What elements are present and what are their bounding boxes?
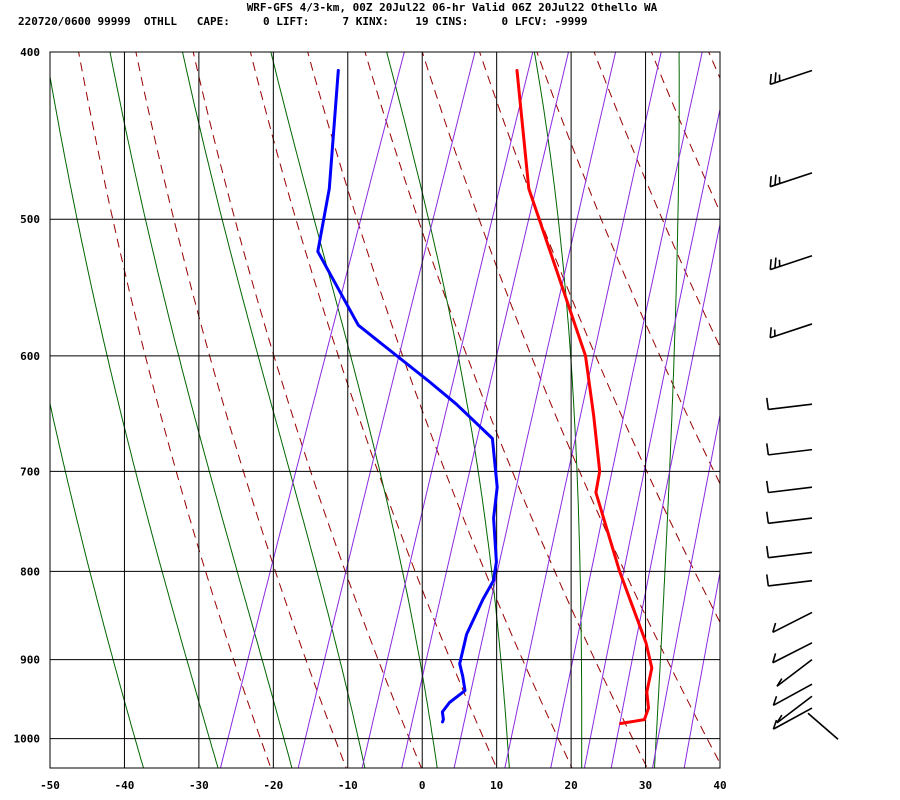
dewpoint-profile-line (316, 69, 499, 724)
chart-title: WRF-GFS 4/3-km, 00Z 20Jul22 06-hr Valid … (247, 1, 658, 14)
moist-adiabat (50, 73, 219, 768)
wind-barb (772, 707, 813, 730)
y-tick-label: 600 (20, 350, 40, 363)
wind-barb (807, 712, 839, 740)
y-tick-label: 700 (20, 465, 40, 478)
moist-adiabat (109, 52, 293, 768)
moist-adiabat (181, 52, 366, 768)
moist-adiabat (270, 52, 438, 768)
sounding-indices: 220720/0600 99999 OTHLL CAPE: 0 LIFT: 7 … (18, 15, 588, 28)
moist-adiabat (50, 401, 145, 768)
mixing-ratio-line (297, 52, 476, 768)
x-tick-label: 40 (713, 779, 726, 792)
dry-adiabat (307, 52, 573, 768)
dry-adiabat (192, 52, 422, 768)
y-tick-label: 500 (20, 213, 40, 226)
wind-barb (765, 511, 813, 525)
mixing-ratio-line (651, 412, 720, 768)
mixing-ratio-line (219, 52, 405, 768)
mixing-ratio-line (453, 52, 617, 768)
x-tick-label: -10 (338, 779, 358, 792)
wind-barb (776, 695, 813, 724)
x-tick-label: 0 (419, 779, 426, 792)
y-tick-label: 800 (20, 565, 40, 578)
y-tick-label: 900 (20, 654, 40, 667)
wind-barb (765, 480, 813, 494)
mixing-ratio-line (504, 52, 662, 768)
wind-barb (772, 642, 813, 664)
dry-adiabat (135, 52, 347, 768)
x-tick-label: -20 (263, 779, 283, 792)
mixing-ratio-line (610, 222, 720, 768)
dry-adiabat (78, 52, 272, 768)
y-tick-label: 1000 (14, 733, 41, 746)
moist-adiabat (653, 52, 680, 768)
x-tick-label: -50 (40, 779, 60, 792)
dry-adiabat (814, 33, 900, 782)
dry-adiabat (249, 52, 498, 768)
wind-barb (765, 574, 813, 587)
dry-adiabat (536, 52, 720, 485)
x-tick-label: -30 (189, 779, 209, 792)
wind-barb (765, 397, 813, 411)
moist-adiabat (386, 52, 510, 768)
mixing-ratio-line (583, 107, 720, 768)
wind-barb (769, 69, 813, 86)
moist-adiabat (533, 52, 583, 768)
plot-frame (49, 51, 721, 769)
wind-barb (765, 443, 813, 456)
x-tick-label: 20 (564, 779, 577, 792)
dry-adiabat (593, 52, 720, 349)
wind-barb (769, 255, 813, 271)
wind-barb (776, 659, 813, 687)
wind-barb (772, 611, 813, 634)
x-tick-label: -40 (115, 779, 135, 792)
mixing-ratio-line (683, 570, 720, 768)
dry-adiabat (708, 52, 720, 80)
dry-adiabat (421, 52, 720, 765)
wind-barb (769, 172, 813, 188)
x-tick-label: 10 (490, 779, 503, 792)
mixing-ratio-line (550, 52, 703, 768)
wind-barb (772, 683, 813, 707)
mixing-ratio-line (361, 52, 534, 768)
dry-adiabat (364, 52, 648, 768)
dry-adiabat (871, 33, 900, 782)
x-tick-label: 30 (639, 779, 652, 792)
mixing-ratio-line (401, 52, 570, 768)
wind-barb (769, 323, 813, 339)
wind-barb (765, 546, 813, 559)
temperature-profile-line (515, 69, 654, 725)
y-tick-label: 400 (20, 46, 40, 59)
